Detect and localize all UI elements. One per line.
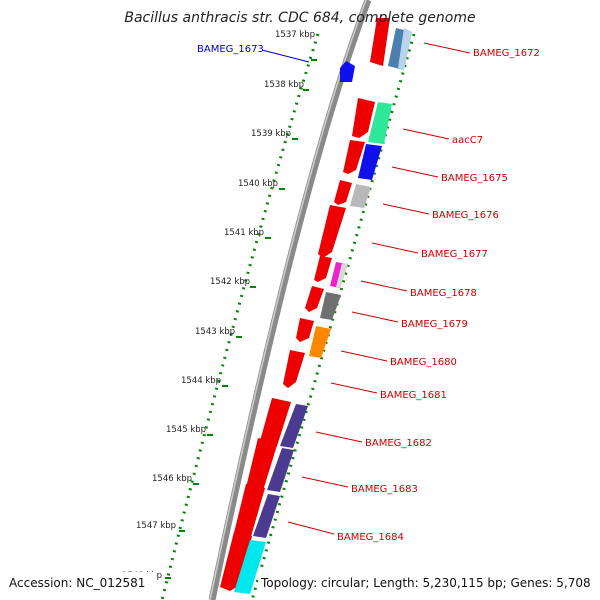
- scale-ticks: [165, 59, 317, 579]
- gene-arrow: [334, 180, 352, 205]
- scale-label: 1546 kbp: [152, 474, 192, 484]
- scale-label: 1547 kbp: [136, 521, 176, 531]
- feature-bar: [280, 404, 308, 448]
- gene-arrow: [370, 18, 390, 66]
- label-connector: [330, 382, 378, 394]
- gene-arrow: [305, 286, 324, 312]
- gene-arrow: [258, 398, 291, 452]
- gene-label[interactable]: BAMEG_1677: [421, 249, 488, 260]
- label-connector: [402, 128, 450, 140]
- footer-accession-bg: [4, 572, 156, 592]
- scale-label: 1544 kbp: [181, 376, 221, 386]
- gene-arrow: [244, 438, 278, 500]
- gene-arrow: [232, 484, 265, 545]
- label-connector: [261, 49, 310, 63]
- gene-label[interactable]: BAMEG_1682: [365, 438, 432, 449]
- scale-label: 1540 kbp: [238, 179, 278, 189]
- label-connector: [351, 311, 399, 323]
- gene-arrow: [343, 140, 365, 174]
- gene-arrow: [296, 318, 314, 342]
- label-connector: [315, 431, 363, 443]
- gene-label[interactable]: BAMEG_1672: [473, 48, 540, 59]
- gene-arrow: [352, 98, 375, 138]
- label-connector: [391, 166, 439, 178]
- gene-label[interactable]: BAMEG_1681: [380, 390, 447, 401]
- gene-arrow: [220, 532, 252, 591]
- scale-ruler: [160, 33, 320, 600]
- feature-bar: [358, 144, 382, 180]
- scale-label: 1538 kbp: [264, 80, 304, 90]
- scale-label: 1542 kbp: [210, 277, 250, 287]
- gene-label[interactable]: BAMEG_1680: [390, 357, 457, 368]
- feature-bar: [350, 184, 371, 208]
- gene-label[interactable]: BAMEG_1675: [441, 173, 508, 184]
- gene-arrow: [283, 350, 305, 388]
- gene-label[interactable]: BAMEG_1673: [197, 44, 264, 55]
- scale-label: 1539 kbp: [251, 129, 291, 139]
- label-connector: [360, 280, 408, 292]
- scale-labels: 1537 kbp 1538 kbp 1539 kbp 1540 kbp 1541…: [122, 30, 315, 581]
- footer-summary: Topology: circular; Length: 5,230,115 bp…: [260, 576, 591, 590]
- gene-label[interactable]: BAMEG_1684: [337, 532, 404, 543]
- label-connectors: [261, 42, 471, 535]
- footer-summary-bg: [258, 572, 596, 592]
- label-connector: [287, 521, 335, 535]
- reverse-gene-arrow: [340, 61, 355, 82]
- label-connector: [340, 350, 388, 362]
- label-connector: [301, 476, 349, 488]
- feature-bar-shade: [336, 263, 348, 288]
- feature-bar: [309, 326, 331, 358]
- scale-label: 1537 kbp: [275, 30, 315, 40]
- label-connector: [423, 42, 471, 54]
- gene-label[interactable]: aacC7: [452, 135, 483, 146]
- colored-features: [234, 28, 412, 594]
- forward-genes: [220, 18, 390, 591]
- scale-label: 1543 kbp: [195, 327, 235, 337]
- gene-label[interactable]: BAMEG_1679: [401, 319, 468, 330]
- gene-labels: BAMEG_1673 BAMEG_1672 aacC7 BAMEG_1675 B…: [197, 44, 540, 543]
- map-title: Bacillus anthracis str. CDC 684, complet…: [124, 10, 475, 26]
- feature-bar: [320, 292, 341, 320]
- feature-bar-shade: [398, 28, 412, 70]
- feature-bar: [368, 102, 392, 144]
- feature-bar: [234, 540, 266, 594]
- gene-arrow: [314, 256, 332, 282]
- genome-backbone: [208, 0, 372, 600]
- gene-label[interactable]: BAMEG_1678: [410, 288, 477, 299]
- scale-label: 1541 kbp: [224, 228, 264, 238]
- gene-label[interactable]: BAMEG_1683: [351, 484, 418, 495]
- label-connector: [371, 242, 419, 254]
- gene-arrow: [318, 205, 346, 258]
- feature-bar: [267, 448, 294, 492]
- scale-label: 1545 kbp: [166, 425, 206, 435]
- genome-backbone-highlight: [209, 0, 367, 600]
- label-connector: [382, 203, 430, 215]
- feature-bar: [253, 494, 280, 538]
- gene-label[interactable]: BAMEG_1676: [432, 210, 499, 221]
- footer-accession: Accession: NC_012581: [9, 576, 145, 590]
